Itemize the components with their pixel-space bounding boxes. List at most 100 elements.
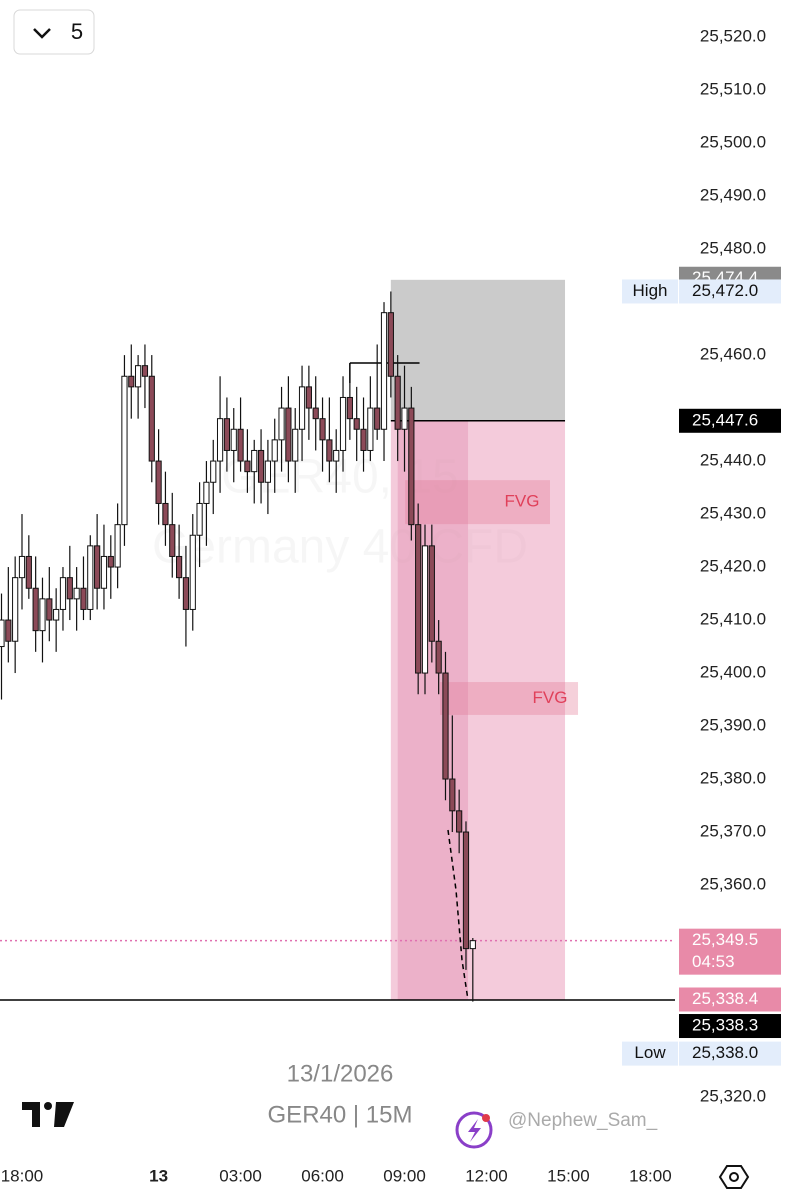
candle-body <box>278 407 285 441</box>
y-tick-label: 25,320.0 <box>700 1086 766 1105</box>
y-tick-label: 25,400.0 <box>700 663 766 682</box>
settings-icon <box>729 1172 739 1182</box>
y-tick-label: 25,390.0 <box>700 716 766 735</box>
y-tick-label: 25,370.0 <box>700 822 766 841</box>
x-tick-label: 12:00 <box>465 1166 508 1185</box>
author-badge <box>455 1111 493 1149</box>
price-label: 25,338.3 <box>692 1016 758 1035</box>
price-label: 25,349.5 <box>692 930 758 949</box>
price-label-box <box>679 1041 781 1066</box>
candle-body <box>223 418 231 451</box>
price-label-box <box>679 1014 781 1039</box>
candle-body <box>237 428 244 462</box>
y-tick-label: 25,360.0 <box>700 875 766 894</box>
logo-part <box>44 1102 52 1110</box>
y-tick-label: 25,410.0 <box>700 610 766 629</box>
x-tick-label: 18:00 <box>1 1166 44 1185</box>
price-label-box <box>679 279 781 304</box>
candle-body <box>73 587 80 600</box>
candle-body <box>257 449 265 483</box>
x-tick-label: 13 <box>149 1166 168 1185</box>
candle-body <box>298 386 306 430</box>
badge-bolt <box>468 1119 481 1142</box>
candle-body <box>141 365 149 377</box>
candle-body <box>319 418 326 441</box>
zone <box>390 279 566 421</box>
y-tick-label: 25,510.0 <box>700 80 766 99</box>
candle-body <box>415 524 422 674</box>
candle-body <box>25 555 32 589</box>
price-label: 25,447.6 <box>692 410 758 429</box>
candle-body <box>346 396 353 420</box>
candle-body <box>421 545 429 674</box>
x-tick-label: 18:00 <box>629 1166 672 1185</box>
candle-body <box>128 375 135 388</box>
candle-body <box>456 810 463 833</box>
candle-body <box>148 375 155 462</box>
candle-body <box>32 587 39 632</box>
candle-body <box>305 386 312 409</box>
price-label-box <box>679 928 781 975</box>
tag-box <box>622 279 678 304</box>
badge-circle <box>455 1111 493 1149</box>
candle-body <box>230 428 237 451</box>
badge-dot <box>482 1114 490 1122</box>
tv-logo <box>22 1102 74 1127</box>
price-tag: Low <box>634 1043 666 1062</box>
y-tick-label: 25,500.0 <box>700 133 766 152</box>
logo-part <box>54 1102 74 1127</box>
y-tick-label: 25,420.0 <box>700 557 766 576</box>
candle-body <box>189 534 196 610</box>
candle-body <box>469 940 476 950</box>
candle-body <box>162 502 169 526</box>
x-tick-label: 15:00 <box>547 1166 590 1185</box>
zone-label: FVG <box>533 688 568 707</box>
candle-body <box>216 418 224 462</box>
candle-body <box>18 555 26 579</box>
candle-body <box>374 407 381 430</box>
date-label: 13/1/2026 <box>287 1060 394 1087</box>
candle-body <box>80 587 87 610</box>
candle-body <box>12 577 19 642</box>
candle-body <box>121 375 128 526</box>
trend-dash <box>447 829 469 1001</box>
candle-body <box>360 428 367 451</box>
y-tick-label: 25,460.0 <box>700 345 766 364</box>
price-countdown: 04:53 <box>692 952 735 971</box>
candle-body <box>251 449 258 473</box>
price-label: 25,472.0 <box>692 281 758 300</box>
candle-body <box>326 439 333 462</box>
settings-button[interactable] <box>718 1165 750 1189</box>
price-label-box <box>679 987 781 1012</box>
candle-body <box>401 407 408 430</box>
chevron-icon <box>33 28 51 39</box>
candle-body <box>428 545 435 642</box>
candle-body <box>175 555 183 579</box>
y-tick-label: 25,380.0 <box>700 769 766 788</box>
settings-icon <box>718 1165 750 1189</box>
candle-body <box>203 481 210 504</box>
x-tick-label: 06:00 <box>301 1166 344 1185</box>
candle-body <box>210 460 217 483</box>
zone <box>390 420 566 1001</box>
candle-body <box>380 312 388 430</box>
price-label: 25,338.4 <box>692 989 758 1008</box>
candle-body <box>169 524 176 557</box>
price-label: 25,338.0 <box>692 1043 758 1062</box>
x-tick-label: 03:00 <box>219 1166 262 1185</box>
candle-body <box>114 524 121 568</box>
candle-body <box>387 312 394 377</box>
candle-body <box>442 672 449 780</box>
interval-button[interactable]: 5 <box>13 9 95 55</box>
candle-body <box>408 407 415 526</box>
candle-body <box>53 608 60 621</box>
candle-body <box>333 449 340 462</box>
candle-body <box>107 555 114 568</box>
symbol-title: GER40 | 15M <box>268 1101 413 1128</box>
candle-body <box>182 577 190 610</box>
y-tick-label: 25,480.0 <box>700 239 766 258</box>
candle-body <box>244 460 251 473</box>
price-label-box <box>679 408 781 433</box>
